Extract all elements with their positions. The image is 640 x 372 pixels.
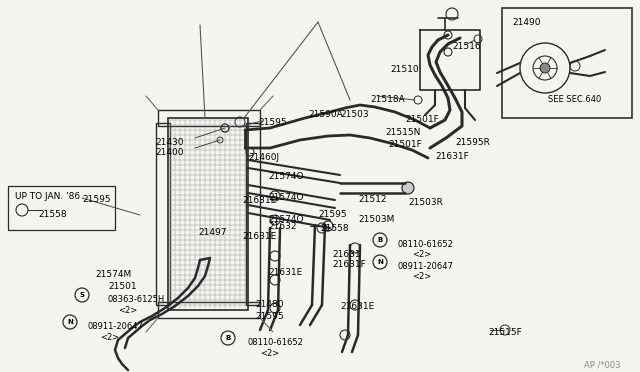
Bar [246, 123, 260, 305]
Bar [8, 186, 115, 230]
Text: 21510: 21510 [390, 65, 419, 74]
Text: 21480: 21480 [255, 300, 284, 309]
Text: 21460J: 21460J [248, 153, 279, 162]
Text: B: B [225, 335, 230, 341]
Text: 21503R: 21503R [408, 198, 443, 207]
Text: 21497: 21497 [198, 228, 227, 237]
Text: 21574O: 21574O [268, 215, 303, 224]
Text: 21631E: 21631E [242, 196, 276, 205]
Text: 21595: 21595 [318, 210, 347, 219]
Text: 21518A: 21518A [370, 95, 404, 104]
Text: <2>: <2> [260, 349, 279, 358]
Text: 21558: 21558 [38, 210, 67, 219]
Bar [168, 118, 248, 310]
Text: 21631: 21631 [332, 250, 360, 259]
Text: 21595: 21595 [82, 195, 111, 204]
Text: 21430: 21430 [155, 138, 184, 147]
Bar [156, 123, 170, 305]
Text: N: N [377, 259, 383, 265]
Text: 21515F: 21515F [488, 328, 522, 337]
Text: 21595R: 21595R [455, 138, 490, 147]
Bar [158, 110, 260, 126]
Text: AP /*003: AP /*003 [584, 360, 620, 369]
Text: 21631E: 21631E [340, 302, 374, 311]
Text: 21590A: 21590A [308, 110, 343, 119]
Text: 21501: 21501 [108, 282, 136, 291]
Text: B: B [378, 237, 383, 243]
Text: 21490: 21490 [512, 18, 541, 27]
Text: <2>: <2> [118, 306, 137, 315]
Text: <2>: <2> [412, 250, 431, 259]
Text: 21574M: 21574M [95, 270, 131, 279]
Text: 21503M: 21503M [358, 215, 394, 224]
Circle shape [402, 182, 414, 194]
Text: 08110-61652: 08110-61652 [248, 338, 304, 347]
Bar [158, 302, 260, 318]
Text: 21574O: 21574O [268, 193, 303, 202]
Text: 21631F: 21631F [435, 152, 468, 161]
Text: S: S [79, 292, 84, 298]
Text: 21400: 21400 [155, 148, 184, 157]
Text: 21631E: 21631E [242, 232, 276, 241]
Text: SEE SEC.640: SEE SEC.640 [548, 95, 601, 104]
Text: 21631E: 21631E [268, 268, 302, 277]
Text: 21503: 21503 [340, 110, 369, 119]
Text: 21631F: 21631F [332, 260, 365, 269]
Text: 08110-61652: 08110-61652 [398, 240, 454, 249]
Text: 21558: 21558 [320, 224, 349, 233]
Text: <2>: <2> [412, 272, 431, 281]
Text: 21501F: 21501F [405, 115, 439, 124]
Text: N: N [67, 319, 73, 325]
Text: 21632: 21632 [268, 222, 296, 231]
Text: 21512: 21512 [358, 195, 387, 204]
Circle shape [540, 63, 550, 73]
Text: 21516: 21516 [452, 42, 481, 51]
Text: 21574O: 21574O [268, 172, 303, 181]
Text: 08363-6125H: 08363-6125H [108, 295, 165, 304]
Text: 21515N: 21515N [385, 128, 420, 137]
Text: 21501F: 21501F [388, 140, 422, 149]
Text: 21595: 21595 [255, 312, 284, 321]
Text: <2>: <2> [100, 333, 119, 342]
Bar [502, 8, 632, 118]
Text: 08911-20647: 08911-20647 [398, 262, 454, 271]
Text: UP TO JAN. '86: UP TO JAN. '86 [15, 192, 80, 201]
Text: 08911-20647: 08911-20647 [88, 322, 144, 331]
Text: 21595: 21595 [258, 118, 287, 127]
